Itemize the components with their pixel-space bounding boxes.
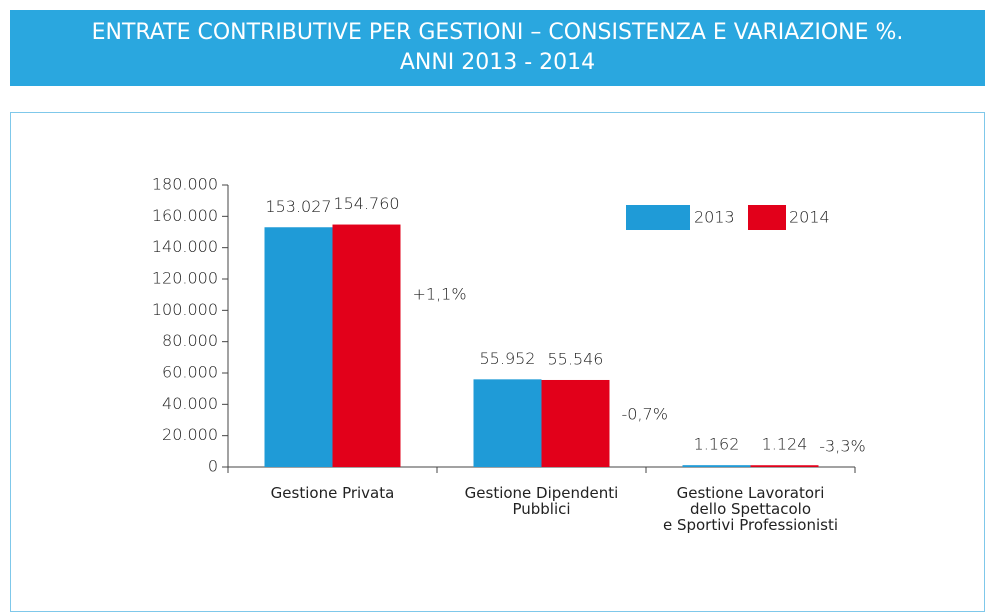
legend-label: 2013 xyxy=(694,208,735,227)
legend-label: 2014 xyxy=(789,208,830,227)
x-tick-label: Gestione Dipendenti Pubblici xyxy=(464,484,619,518)
x-tick-label: Gestione Privata xyxy=(270,484,395,502)
y-tick-label: 180.000 xyxy=(152,175,218,194)
y-tick-label: 100.000 xyxy=(152,300,218,319)
y-tick-label: 140.000 xyxy=(152,237,218,256)
x-tick-label: Gestione Lavoratori dello Spettacolo e S… xyxy=(662,484,839,534)
data-label: 55.546 xyxy=(548,349,604,368)
bar xyxy=(541,379,610,467)
bar xyxy=(682,465,751,467)
y-tick-label: 120.000 xyxy=(152,269,218,288)
annotation: -0,7% xyxy=(622,405,668,424)
bar xyxy=(264,227,333,467)
y-tick-label: 160.000 xyxy=(152,206,218,225)
chart-title: ENTRATE CONTRIBUTIVE PER GESTIONI – CONS… xyxy=(10,10,985,86)
y-tick-label: 0 xyxy=(208,457,218,476)
data-label: 154.760 xyxy=(333,194,399,213)
y-tick-label: 80.000 xyxy=(162,331,218,350)
data-label: 153.027 xyxy=(265,197,331,216)
data-label: 1.124 xyxy=(762,435,808,454)
bar xyxy=(750,465,819,467)
data-label: 55.952 xyxy=(480,349,536,368)
legend-swatch xyxy=(626,205,690,230)
bar xyxy=(332,224,401,467)
annotation: -3,3% xyxy=(819,437,865,456)
y-tick-label: 60.000 xyxy=(162,363,218,382)
y-tick-label: 20.000 xyxy=(162,425,218,444)
y-tick-label: 40.000 xyxy=(162,394,218,413)
annotation: +1,1% xyxy=(413,285,467,304)
data-label: 1.162 xyxy=(694,435,740,454)
legend-swatch xyxy=(748,205,786,230)
bar xyxy=(473,379,542,467)
